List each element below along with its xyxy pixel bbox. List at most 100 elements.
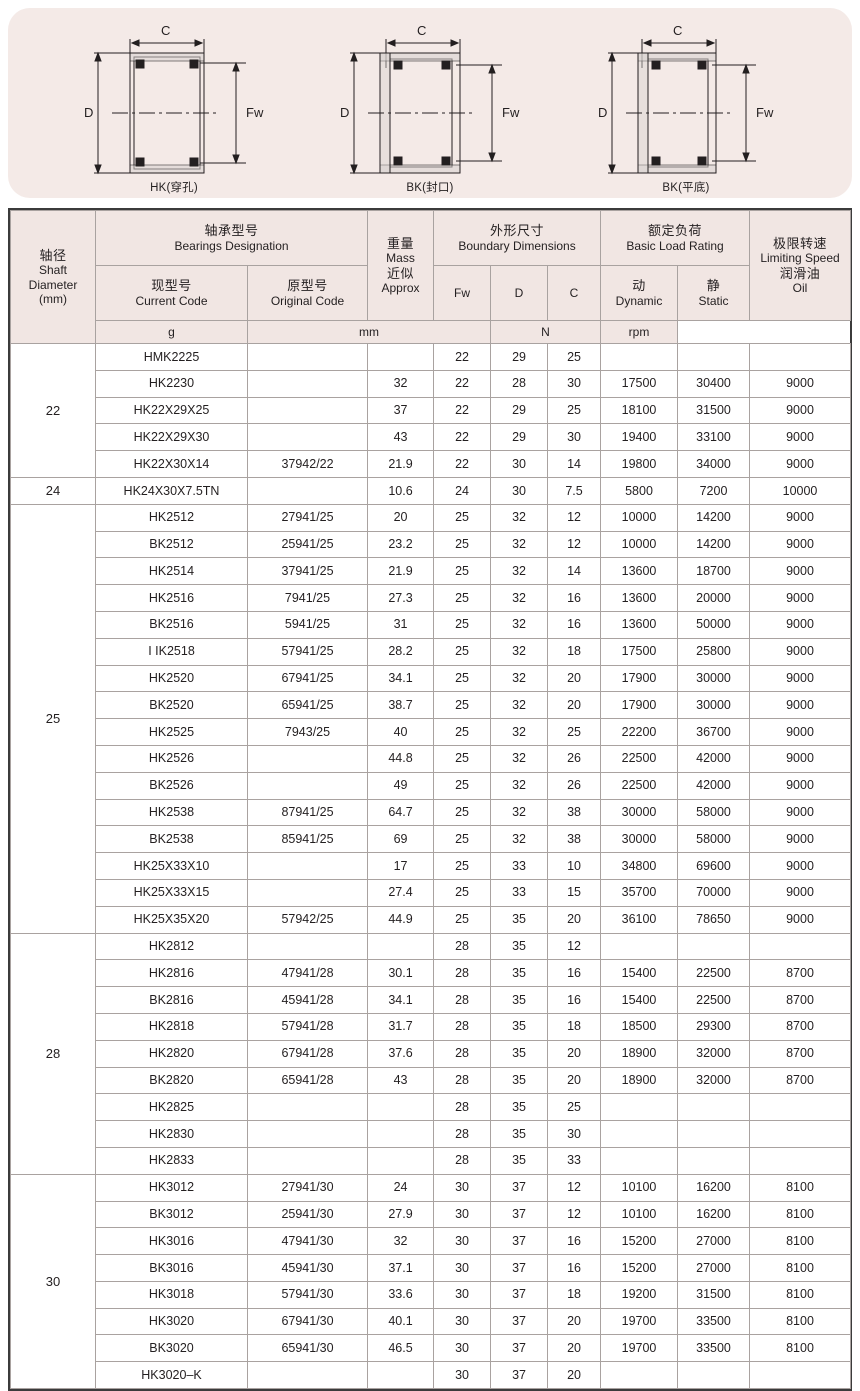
cell-dynamic: 22500 — [600, 771, 679, 800]
cell-current-code: HK2516 — [95, 584, 248, 612]
cell-limiting-speed: 8700 — [749, 959, 852, 988]
cell-dynamic: 15200 — [600, 1227, 679, 1256]
cell-static: 42000 — [677, 744, 751, 773]
cell-dynamic — [600, 1093, 679, 1122]
cell-original-code: 67941/25 — [246, 664, 369, 693]
cell-shaft-diameter: 25 — [10, 503, 96, 934]
cell-original-code: 5941/25 — [246, 610, 369, 639]
cell-d: 37 — [490, 1280, 549, 1309]
cell-mass: 24 — [367, 1173, 435, 1202]
cell-dynamic: 30000 — [600, 798, 679, 827]
cell-static: 16200 — [677, 1173, 751, 1202]
cell-static: 31500 — [677, 396, 751, 425]
table-row: 22 HMK2225 22 29 25 — [10, 343, 852, 478]
cell-c: 16 — [547, 1254, 602, 1282]
cell-d: 28 — [490, 369, 549, 398]
cell-d: 32 — [490, 557, 549, 586]
cell-original-code — [246, 852, 369, 880]
cell-static: 29300 — [677, 1012, 751, 1041]
cell-limiting-speed: 9000 — [749, 396, 852, 425]
cell-mass: 37.6 — [367, 1039, 435, 1068]
cell-fw: 28 — [433, 1012, 492, 1041]
cell-d: 37 — [490, 1334, 549, 1363]
cell-c: 12 — [547, 932, 602, 961]
cell-dynamic — [600, 1146, 679, 1175]
cell-dynamic: 22200 — [600, 718, 679, 746]
cell-limiting-speed — [749, 1120, 852, 1148]
cell-dynamic: 19800 — [600, 450, 679, 478]
cell-mass: 40.1 — [367, 1307, 435, 1336]
cell-shaft-diameter: 30 — [10, 1173, 96, 1390]
dim-label-d: D — [340, 105, 349, 120]
bearing-spec-table: 轴径 Shaft Diameter (mm) 轴承型号 Bearings Des… — [10, 210, 852, 1390]
cell-limiting-speed: 9000 — [749, 744, 852, 773]
table-row: HK3018 57941/30 33.6 30 37 18 19200 31500 8100 — [11, 1280, 852, 1309]
cell-c: 20 — [547, 1361, 602, 1390]
cell-current-code: HK2538 — [95, 798, 248, 827]
cell-c: 16 — [547, 584, 602, 612]
cell-original-code: 65941/30 — [246, 1334, 369, 1363]
bearing-spec-table-container: 轴径 Shaft Diameter (mm) 轴承型号 Bearings Des… — [8, 208, 852, 1391]
cell-original-code: 25941/25 — [246, 530, 369, 559]
cell-d: 35 — [490, 905, 549, 934]
cell-c: 18 — [547, 1280, 602, 1309]
table-row: HK3020–K 30 37 20 — [11, 1361, 852, 1390]
cell-static: 30000 — [677, 691, 751, 720]
cell-shaft-diameter: 28 — [10, 932, 96, 1175]
table-row: HK2825 28 35 25 — [11, 1093, 852, 1122]
header-original-code: 原型号 Original Code — [246, 265, 369, 321]
cell-c: 25 — [547, 718, 602, 746]
cell-original-code: 65941/28 — [246, 1066, 369, 1095]
cell-fw: 25 — [433, 798, 492, 827]
cell-fw: 22 — [433, 450, 492, 478]
cell-mass: 32 — [367, 369, 435, 398]
cell-mass: 38.7 — [367, 691, 435, 720]
cell-current-code: HK22X29X25 — [95, 396, 248, 425]
cell-fw: 25 — [433, 852, 492, 880]
cell-mass — [367, 1361, 435, 1390]
cell-c: 10 — [547, 852, 602, 880]
table-row: HK2820 67941/28 37.6 28 35 20 18900 32000 8700 — [11, 1039, 852, 1068]
cell-mass: 44.8 — [367, 744, 435, 773]
cell-current-code: BK2520 — [95, 691, 248, 720]
cell-mass: 69 — [367, 825, 435, 854]
cell-dynamic: 30000 — [600, 825, 679, 854]
figure-caption: HK(穿孔) — [150, 182, 198, 194]
cell-fw: 25 — [433, 878, 492, 907]
cell-static: 20000 — [677, 584, 751, 612]
cell-mass — [367, 1146, 435, 1175]
cell-current-code: HK3012 — [95, 1173, 248, 1202]
bearing-figure-bk-closed: D Fw C BK(封口) — [324, 13, 536, 194]
cell-dynamic: 10000 — [600, 503, 679, 532]
cell-original-code: 27941/25 — [246, 503, 369, 532]
cell-original-code: 45941/30 — [246, 1254, 369, 1282]
cell-mass: 31 — [367, 610, 435, 639]
cell-fw: 28 — [433, 959, 492, 988]
cell-dynamic: 18900 — [600, 1066, 679, 1095]
cell-d: 35 — [490, 1039, 549, 1068]
cell-original-code: 67941/30 — [246, 1307, 369, 1336]
header-c: C — [547, 265, 602, 321]
cell-fw: 30 — [433, 1334, 492, 1363]
cell-fw: 25 — [433, 825, 492, 854]
cell-mass: 21.9 — [367, 557, 435, 586]
cell-limiting-speed — [749, 1146, 852, 1175]
dim-label-fw: Fw — [756, 105, 774, 120]
cell-c: 26 — [547, 771, 602, 800]
cell-limiting-speed: 8700 — [749, 1039, 852, 1068]
cell-original-code — [246, 423, 369, 452]
cell-c: 14 — [547, 450, 602, 478]
cell-static: 50000 — [677, 610, 751, 639]
cell-limiting-speed: 9000 — [749, 798, 852, 827]
cell-d: 35 — [490, 1012, 549, 1041]
cell-fw: 30 — [433, 1254, 492, 1282]
cell-mass: 64.7 — [367, 798, 435, 827]
cell-dynamic: 19700 — [600, 1334, 679, 1363]
cell-current-code: HK25X33X10 — [95, 852, 248, 880]
cell-static — [677, 343, 751, 371]
cell-dynamic: 17900 — [600, 664, 679, 693]
cell-static: 32000 — [677, 1039, 751, 1068]
cell-current-code: HK3020 — [95, 1307, 248, 1336]
cell-d: 35 — [490, 959, 549, 988]
cell-d: 32 — [490, 610, 549, 639]
